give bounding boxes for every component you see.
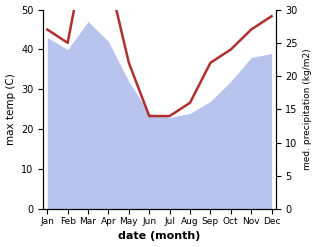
Y-axis label: med. precipitation (kg/m2): med. precipitation (kg/m2) bbox=[303, 49, 313, 170]
X-axis label: date (month): date (month) bbox=[118, 231, 201, 242]
Y-axis label: max temp (C): max temp (C) bbox=[5, 74, 16, 145]
